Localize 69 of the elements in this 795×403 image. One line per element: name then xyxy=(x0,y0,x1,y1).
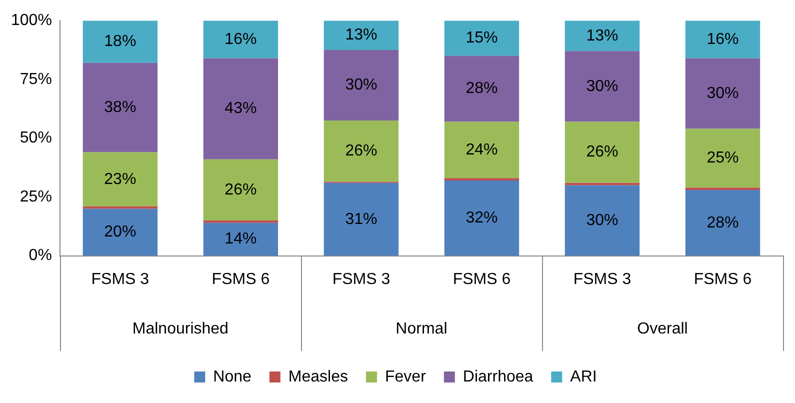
bar xyxy=(444,178,520,181)
x-tick-label: FSMS 3 xyxy=(332,270,390,288)
bar xyxy=(82,208,158,256)
data-label: 43% xyxy=(224,100,257,118)
bar xyxy=(444,20,520,56)
data-label: 30% xyxy=(345,76,378,94)
x-tick-label: FSMS 6 xyxy=(694,270,752,288)
data-label: 13% xyxy=(586,27,618,44)
bar xyxy=(685,190,760,256)
data-label: 30% xyxy=(586,78,618,95)
legend-label: ARI xyxy=(570,368,597,386)
bar xyxy=(685,128,760,188)
bar xyxy=(564,20,640,52)
bar xyxy=(564,51,640,122)
x-tick-label: FSMS 6 xyxy=(212,270,270,288)
bar xyxy=(82,62,158,152)
text: Normal xyxy=(396,320,448,338)
data-label: 26% xyxy=(586,144,618,161)
x-tick-label: FSMS 3 xyxy=(573,270,632,288)
bar xyxy=(444,122,520,178)
legend-label: None xyxy=(213,368,252,386)
bar xyxy=(203,58,278,160)
data-label: 30% xyxy=(586,212,618,229)
data-label: 26% xyxy=(224,181,257,198)
bar xyxy=(82,20,158,63)
data-label: 14% xyxy=(224,230,257,248)
bar xyxy=(324,50,399,121)
bar xyxy=(324,20,399,50)
bar xyxy=(203,20,278,58)
data-label: 18% xyxy=(104,33,136,50)
y-tick-label: 50% xyxy=(20,130,52,147)
bar xyxy=(685,58,760,129)
y-tick-label: 100% xyxy=(11,12,52,30)
data-label: 16% xyxy=(224,30,257,48)
data-label: 30% xyxy=(706,84,739,102)
bar xyxy=(685,20,760,58)
text: Overall xyxy=(637,320,688,338)
data-label: 23% xyxy=(104,170,136,188)
data-label: 28% xyxy=(706,214,739,232)
data-label: 28% xyxy=(466,80,498,98)
data-label: 24% xyxy=(466,141,498,158)
text: Malnourished xyxy=(132,320,228,338)
y-tick-label: 75% xyxy=(20,70,52,88)
bar xyxy=(564,185,640,256)
y-tick-label: 25% xyxy=(20,188,52,206)
data-label: 25% xyxy=(706,150,739,167)
bar xyxy=(203,159,278,221)
bar xyxy=(324,120,399,182)
data-label: 26% xyxy=(345,142,378,160)
data-label: 31% xyxy=(345,210,378,228)
data-label: 16% xyxy=(706,30,739,48)
data-label: 15% xyxy=(466,30,498,47)
bar xyxy=(564,122,640,183)
bar xyxy=(82,152,158,206)
x-tick-label: FSMS 6 xyxy=(452,270,511,288)
data-label: 32% xyxy=(466,210,498,227)
bar xyxy=(444,180,520,256)
data-label: 20% xyxy=(104,224,136,241)
data-label: 38% xyxy=(104,99,136,116)
legend-label: Measles xyxy=(288,368,348,386)
bar xyxy=(444,56,520,122)
bar xyxy=(203,222,278,256)
x-tick-label: FSMS 3 xyxy=(91,270,150,288)
legend-label: Diarrhoea xyxy=(462,368,534,386)
data-label: 13% xyxy=(345,26,378,44)
bar xyxy=(82,206,158,209)
y-tick-label: 0% xyxy=(28,247,52,264)
legend-label: Fever xyxy=(385,368,427,386)
bar xyxy=(324,182,399,256)
